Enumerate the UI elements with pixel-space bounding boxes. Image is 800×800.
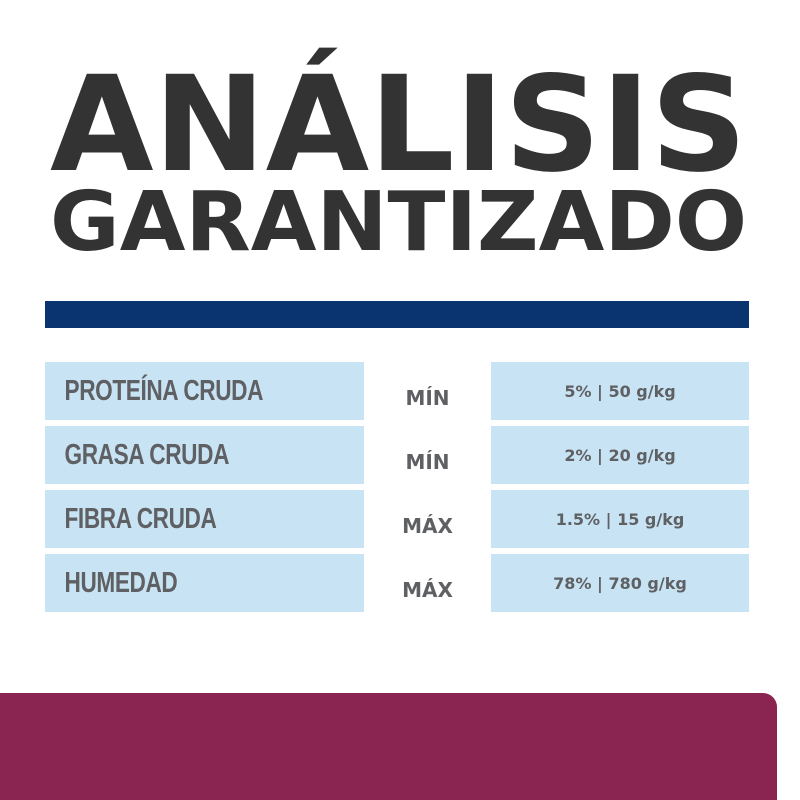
nutrient-cell: GRASA CRUDA: [45, 426, 364, 484]
qualifier-label: MÁX: [402, 514, 453, 538]
footer-band: [0, 693, 777, 800]
value-label: 5% | 50 g/kg: [564, 381, 676, 401]
nutrient-label: FIBRA CRUDA: [64, 502, 217, 535]
qualifier-label: MÍN: [405, 386, 450, 410]
qualifier-label: MÍN: [405, 450, 450, 474]
title-line-2: GARANTIZADO: [50, 175, 747, 270]
value-label: 78% | 780 g/kg: [553, 573, 687, 593]
value-label: 2% | 20 g/kg: [564, 445, 676, 465]
nutrient-label: GRASA CRUDA: [64, 438, 230, 471]
page-title: ANÁLISIS GARANTIZADO: [50, 47, 747, 270]
title-line-1: ANÁLISIS: [50, 47, 747, 202]
nutrient-cell: PROTEÍNA CRUDA: [45, 362, 364, 420]
value-cell: 5% | 50 g/kg: [491, 362, 749, 420]
nutrient-label: PROTEÍNA CRUDA: [64, 374, 264, 407]
nutrient-label: HUMEDAD: [64, 566, 178, 599]
qualifier-label: MÁX: [402, 578, 453, 602]
value-cell: 78% | 780 g/kg: [491, 554, 749, 612]
divider-bar: [45, 301, 749, 328]
value-cell: 1.5% | 15 g/kg: [491, 490, 749, 548]
nutrient-cell: FIBRA CRUDA: [45, 490, 364, 548]
nutrient-cell: HUMEDAD: [45, 554, 364, 612]
value-label: 1.5% | 15 g/kg: [555, 509, 685, 529]
value-cell: 2% | 20 g/kg: [491, 426, 749, 484]
